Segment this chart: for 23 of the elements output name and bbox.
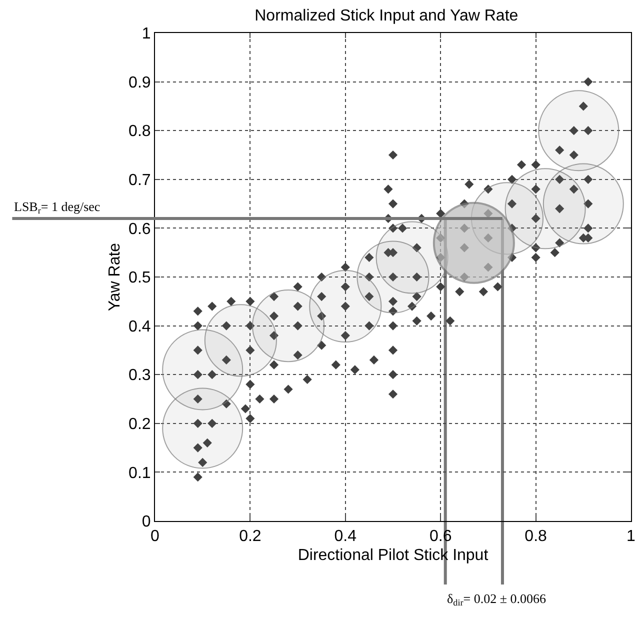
y-tick-label: 0.5 xyxy=(128,270,151,287)
y-tick-label: 0.6 xyxy=(128,220,151,238)
x-tick-label: 0.8 xyxy=(524,528,548,546)
y-axis-title: Yaw Rate xyxy=(106,242,124,312)
x-tick-label: 0.4 xyxy=(334,528,357,546)
point xyxy=(309,270,382,343)
y-tick-label: 0.2 xyxy=(128,416,151,433)
y-tick-label: 0.4 xyxy=(128,318,151,336)
chart-title: Normalized Stick Input and Yaw Rate xyxy=(254,8,518,25)
y-tick-label: 0.8 xyxy=(128,123,151,140)
x-tick-label: 0.6 xyxy=(429,528,452,546)
y-tick-label: 0.1 xyxy=(128,464,151,482)
ref-line-label: LSB$_{r}$= 1 deg/sec xyxy=(14,199,100,216)
y-tick-label: 0 xyxy=(142,514,151,531)
x-tick-label: 0.2 xyxy=(239,528,262,546)
y-tick-label: 0.7 xyxy=(128,172,151,189)
y-tick-label: 1 xyxy=(142,26,151,43)
x-axis-title: Directional Pilot Stick Input xyxy=(298,546,489,564)
text: δ$_{dir}$= 0.02 ± 0.0066 xyxy=(447,591,546,608)
y-tick-label: 0.9 xyxy=(128,74,151,92)
y-tick-label: 0.3 xyxy=(128,367,151,384)
point xyxy=(252,290,325,362)
x-tick-label: 1 xyxy=(626,528,636,546)
